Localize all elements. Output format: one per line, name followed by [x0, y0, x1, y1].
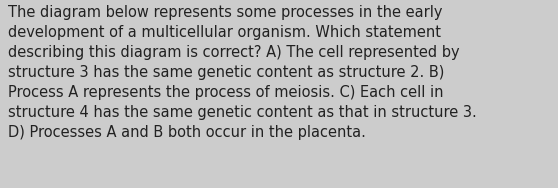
Text: The diagram below represents some processes in the early
development of a multic: The diagram below represents some proces… — [8, 5, 477, 140]
